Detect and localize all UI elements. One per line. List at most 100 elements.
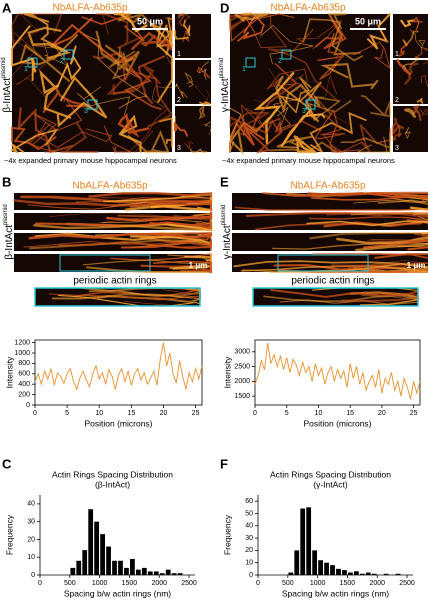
neurite: [272, 98, 300, 130]
construct-superscript: plasmid: [221, 205, 227, 226]
neurite: [411, 16, 423, 31]
neurite: [103, 125, 131, 154]
neurite: [177, 13, 188, 29]
zoom-frame: [34, 287, 201, 307]
y-tick-label: 2500: [234, 363, 250, 370]
neurite: [60, 122, 99, 153]
caption: ~4x expanded primary mouse hippocampal n…: [222, 156, 395, 165]
neurite: [396, 58, 412, 76]
histogram-bar: [342, 570, 347, 575]
y-tick-label: 0: [26, 402, 30, 409]
chart-subtitle: (γ-IntAct): [313, 479, 348, 489]
construct-name: β-IntAct: [2, 78, 13, 113]
histogram-bar: [171, 573, 177, 575]
neurite: [302, 18, 364, 62]
x-tick-label: 25: [192, 410, 200, 417]
inset-label: 3: [395, 145, 399, 152]
histogram-bar: [306, 507, 312, 575]
neurite: [206, 233, 212, 240]
y-tick-label: 1200: [14, 339, 30, 346]
neurite: [269, 262, 428, 273]
panel-letter: A: [2, 0, 12, 15]
histogram-bar: [324, 562, 329, 575]
inset-label: 2: [177, 97, 181, 104]
roi-box: [281, 49, 292, 60]
neurite: [106, 211, 213, 222]
neurite: [158, 17, 173, 49]
neurite: [306, 220, 428, 227]
x-tick-label: 500: [282, 580, 294, 587]
neurite: [13, 32, 46, 98]
micrograph: [175, 14, 211, 58]
histogram-bar: [371, 573, 377, 575]
neurite: [118, 114, 142, 154]
histogram-bar: [165, 569, 171, 575]
x-tick-label: 0: [256, 580, 260, 587]
panel-letter: B: [2, 174, 11, 189]
chart-title: Actin Rings Spacing Distribution: [52, 469, 173, 479]
construct-label: γ-IntActplasmid: [221, 205, 233, 260]
x-axis-label: Spacing b/w actin rings (nm): [64, 588, 171, 598]
panel-letter: F: [220, 456, 228, 471]
neurite: [182, 15, 190, 27]
neurite: [95, 30, 141, 73]
neurite: [127, 129, 170, 154]
y-tick-label: 2000: [234, 378, 250, 385]
neurite: [39, 69, 72, 119]
scale-bar-label: 1 μm: [189, 261, 208, 270]
neurite: [254, 68, 304, 103]
x-tick-label: 0: [33, 410, 37, 417]
neurite: [311, 192, 428, 200]
neurite: [152, 260, 212, 269]
y-tick-label: 30: [245, 535, 253, 542]
neurite: [363, 234, 428, 249]
neurite: [129, 202, 212, 211]
y-axis-label: Frequency: [4, 514, 14, 555]
neurite: [106, 70, 174, 128]
construct-label: γ-IntActplasmid: [219, 58, 231, 113]
histogram-bar: [124, 567, 129, 575]
x-tick-label: 20: [160, 410, 168, 417]
histogram-bar: [330, 565, 335, 575]
neurite: [352, 41, 391, 69]
neurite: [412, 104, 422, 121]
y-tick-label: 0: [31, 572, 35, 579]
neurite: [404, 62, 419, 85]
neurite: [377, 199, 428, 204]
y-tick-label: 1000: [14, 350, 30, 357]
neurite: [116, 12, 166, 38]
neurite: [184, 254, 213, 261]
neurite: [33, 224, 213, 232]
neurite: [310, 195, 428, 201]
neurite: [419, 108, 428, 116]
histogram-bar: [88, 509, 94, 575]
x-tick-label: 2000: [369, 580, 385, 587]
scale-bar-label: 1 μm: [407, 261, 426, 270]
y-tick-label: 200: [18, 391, 30, 398]
panel-title: NbALFA-Ab635p: [72, 181, 147, 192]
neurite: [390, 212, 428, 218]
neurite: [36, 122, 113, 148]
neurite: [174, 121, 189, 137]
scale-bar-label: 50 μm: [355, 16, 381, 26]
neurite: [411, 234, 428, 241]
histogram-bar: [135, 569, 141, 575]
neurite: [309, 231, 428, 240]
neurite: [77, 86, 131, 116]
y-tick-label: 50: [245, 510, 253, 517]
micrograph: [14, 254, 211, 272]
histogram-bar: [112, 560, 117, 575]
y-tick-label: 40: [245, 523, 253, 530]
neurite: [27, 123, 57, 153]
neurite: [234, 206, 428, 211]
histogram-bar: [359, 573, 365, 575]
zoom-label: periodic actin rings: [291, 276, 374, 287]
micrograph: [175, 60, 211, 104]
neurite: [331, 262, 428, 268]
neurite: [23, 13, 68, 53]
neurite: [404, 127, 411, 139]
neurite: [402, 59, 419, 69]
neurite: [56, 75, 108, 128]
neurite: [184, 72, 194, 88]
x-tick-label: 5: [65, 410, 69, 417]
